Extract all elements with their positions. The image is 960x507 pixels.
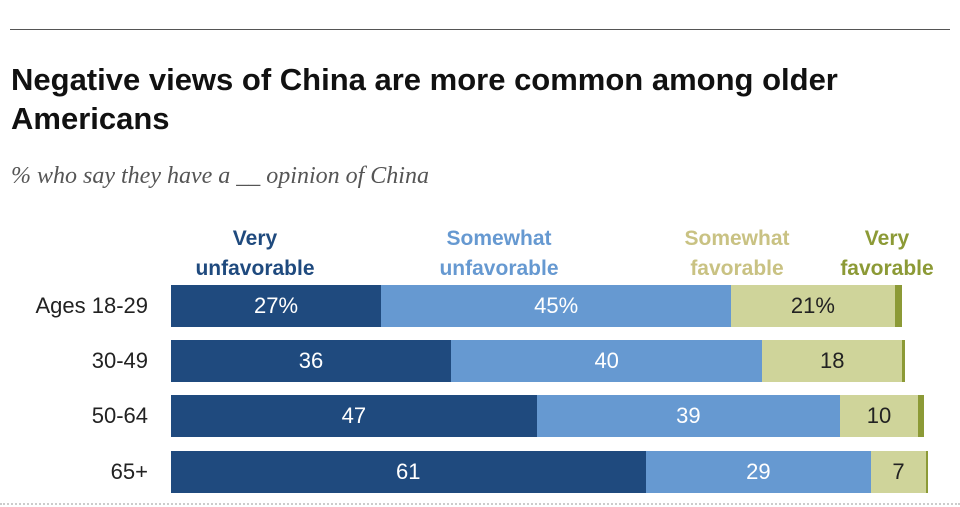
bar-segment-very-favorable	[894, 285, 903, 327]
legend-somewhat-favorable-line1: Somewhat	[684, 227, 790, 250]
data-label: 10	[866, 403, 892, 428]
bar-segment-somewhat-unfavorable: 39	[536, 395, 841, 437]
data-label: 45%	[534, 293, 579, 318]
bar-segment-very-unfavorable: 47	[171, 395, 537, 437]
row-label: Ages 18-29	[35, 293, 148, 318]
legend-somewhat-favorable: Somewhat favorable	[662, 224, 812, 284]
bar-segment-very-unfavorable: 27%	[171, 285, 382, 327]
row-label: 65+	[110, 459, 148, 484]
bar-segment-very-favorable	[925, 451, 928, 493]
bottom-divider	[0, 503, 960, 505]
bar-segment-very-unfavorable: 61	[171, 451, 646, 493]
chart-title: Negative views of China are more common …	[11, 62, 838, 136]
data-label: 18	[820, 348, 845, 373]
data-label: 29	[746, 459, 771, 484]
bar-segment-somewhat-unfavorable: 45%	[381, 285, 732, 327]
bar-segment-very-favorable	[902, 340, 906, 382]
chart-subtitle: % who say they have a __ opinion of Chin…	[11, 163, 429, 189]
data-label: 7	[892, 459, 905, 484]
bar-segment-somewhat-unfavorable: 29	[645, 451, 872, 493]
data-label: 39	[676, 403, 701, 428]
data-label: 47	[341, 403, 367, 428]
data-label: 21%	[790, 293, 835, 318]
legend-very-unfavorable-line1: Very	[232, 227, 278, 250]
legend-very-unfavorable: Very unfavorable	[170, 224, 340, 284]
data-label: 27%	[254, 293, 299, 318]
row-label: 30-49	[91, 348, 148, 373]
legend-very-favorable: Very favorable	[824, 224, 950, 284]
bar-segment-somewhat-favorable: 7	[871, 451, 926, 493]
bar-segment-somewhat-favorable: 18	[762, 340, 903, 382]
legend-very-favorable-line2: favorable	[840, 257, 934, 280]
legend-somewhat-unfavorable-line1: Somewhat	[446, 227, 552, 250]
data-label: 36	[298, 348, 324, 373]
legend-very-favorable-line1: Very	[864, 227, 910, 250]
legend-somewhat-unfavorable-line2: unfavorable	[439, 257, 559, 280]
data-label: 40	[594, 348, 619, 373]
bar-segment-very-favorable	[917, 395, 925, 437]
data-label: 61	[396, 459, 421, 484]
row-label: 50-64	[91, 403, 148, 428]
legend-somewhat-unfavorable: Somewhat unfavorable	[414, 224, 584, 284]
bar-segment-somewhat-unfavorable: 40	[451, 340, 763, 382]
bar-segment-somewhat-favorable: 21%	[731, 285, 895, 327]
legend-very-unfavorable-line2: unfavorable	[195, 257, 315, 280]
top-rule	[10, 29, 950, 30]
bar-segment-somewhat-favorable: 10	[840, 395, 918, 437]
bar-segment-very-unfavorable: 36	[171, 340, 452, 382]
legend-somewhat-favorable-line2: favorable	[690, 257, 784, 280]
